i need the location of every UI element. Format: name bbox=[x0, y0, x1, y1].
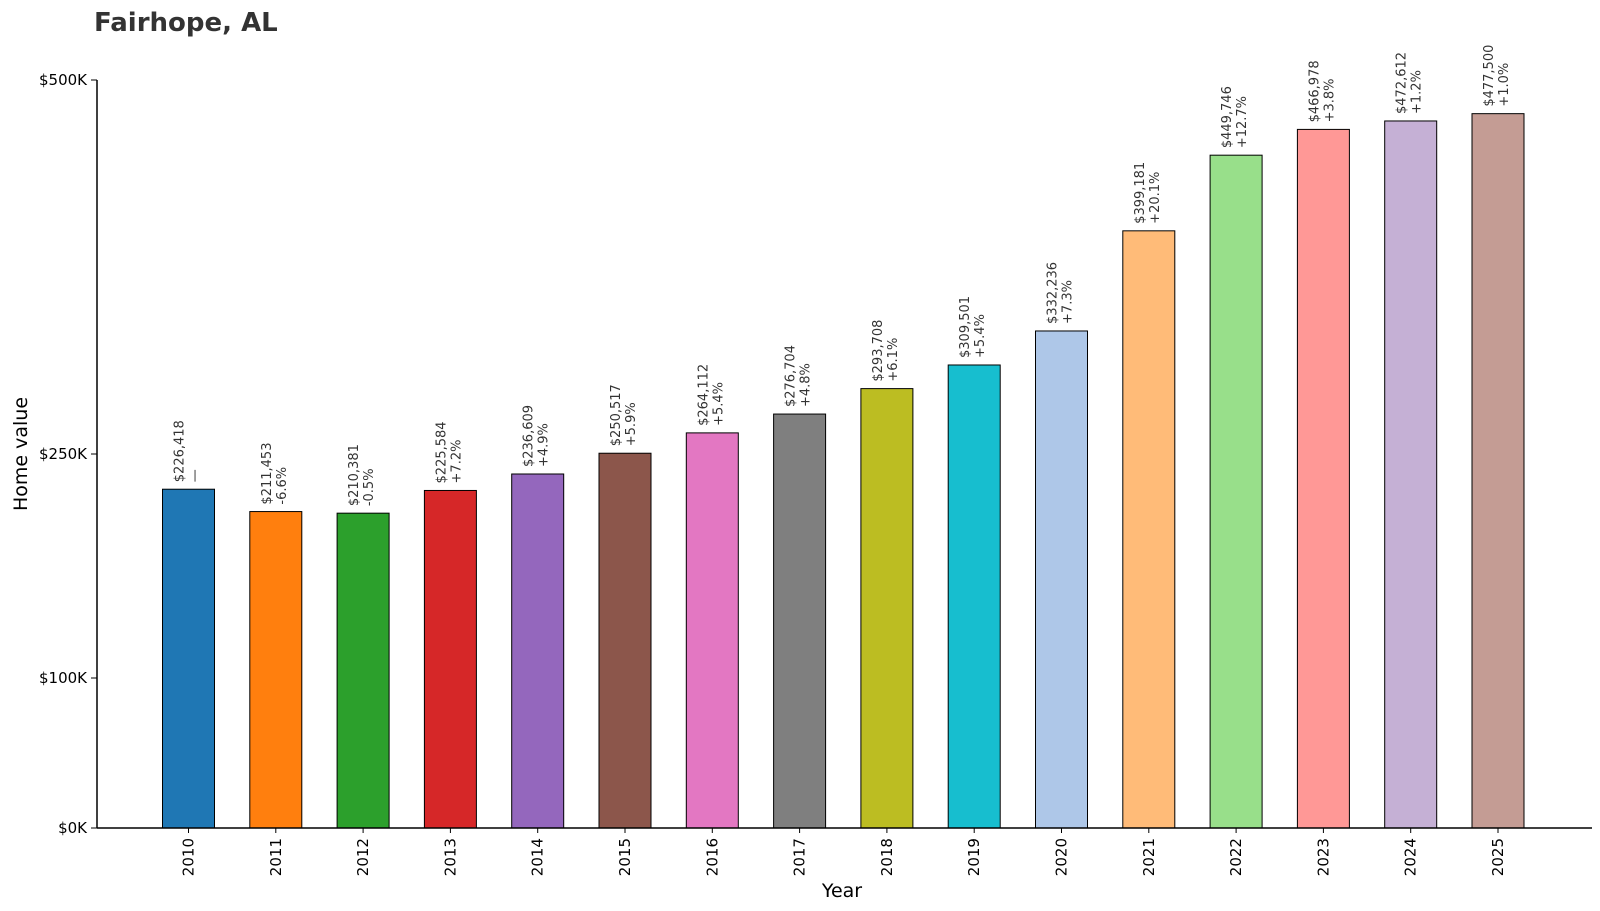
x-tick-label-2015: 2015 bbox=[616, 838, 634, 876]
value-label-2015: $250,517 bbox=[609, 384, 624, 446]
x-axis-label: Year bbox=[821, 880, 862, 902]
data-labels-group: $226,418— $211,453 -6.6% $210,381 -0.5% $225,… bbox=[173, 45, 1513, 507]
change-label-2014: +4.9% bbox=[537, 423, 552, 467]
change-label-2013: +7.2% bbox=[449, 440, 464, 484]
x-tick-label-2021: 2021 bbox=[1140, 838, 1158, 876]
value-label-2016: $264,112 bbox=[696, 364, 711, 426]
change-label-2010: — bbox=[188, 469, 203, 482]
value-label-2020: $332,236 bbox=[1046, 262, 1061, 324]
value-label-2021: $399,181 bbox=[1133, 162, 1148, 224]
bar-2018 bbox=[860, 388, 914, 829]
value-label-2018: $293,708 bbox=[871, 320, 886, 382]
change-label-2024: +1.2% bbox=[1410, 70, 1425, 114]
chart-title: Fairhope, AL bbox=[94, 8, 278, 38]
value-label-2024: $472,612 bbox=[1395, 52, 1410, 114]
y-tick-label-3: $500K bbox=[39, 71, 88, 89]
change-label-2018: +6.1% bbox=[886, 338, 901, 382]
value-label-2013: $225,584 bbox=[434, 421, 449, 483]
change-label-2012: -0.5% bbox=[362, 468, 377, 506]
x-tick-label-2022: 2022 bbox=[1227, 838, 1245, 876]
bar-2020 bbox=[1035, 330, 1088, 829]
change-label-2011: -6.6% bbox=[275, 467, 290, 505]
y-axis-label: Home value bbox=[10, 397, 32, 511]
y-tick-label-2: $250K bbox=[39, 445, 88, 463]
x-tick-label-2017: 2017 bbox=[791, 838, 809, 876]
bar-2023 bbox=[1296, 128, 1350, 829]
change-label-2019: +5.4% bbox=[973, 314, 988, 358]
bar-2016 bbox=[685, 432, 739, 829]
change-label-2022: +12.7% bbox=[1235, 96, 1250, 148]
y-tick-label-1: $100K bbox=[39, 669, 88, 687]
x-tick-label-2013: 2013 bbox=[441, 838, 459, 876]
change-label-2021: +20.1% bbox=[1148, 172, 1163, 224]
bar-2024 bbox=[1384, 120, 1438, 829]
bar-2015 bbox=[598, 452, 652, 829]
bar-2010 bbox=[162, 488, 215, 829]
x-tick-label-2016: 2016 bbox=[703, 838, 721, 876]
x-tick-label-2020: 2020 bbox=[1053, 838, 1071, 876]
value-label-2022: $449,746 bbox=[1220, 86, 1235, 148]
value-label-2012: $210,381 bbox=[347, 444, 362, 506]
x-axis: 2010 2011 2012 2013 2014 2015 2016 2017 2018 2019… bbox=[97, 827, 1592, 876]
change-label-2017: +4.8% bbox=[799, 363, 814, 407]
x-tick-label-2011: 2011 bbox=[267, 838, 285, 876]
x-tick-label-2012: 2012 bbox=[354, 838, 372, 876]
x-tick-label-2024: 2024 bbox=[1402, 838, 1420, 876]
value-label-2023: $466,978 bbox=[1307, 60, 1322, 122]
bar-2017 bbox=[773, 413, 827, 829]
y-tick-label-0: $0K bbox=[58, 819, 88, 837]
x-tick-label-2010: 2010 bbox=[180, 838, 198, 876]
bar-2011 bbox=[249, 511, 303, 829]
x-tick-label-2018: 2018 bbox=[878, 838, 896, 876]
change-label-2025: +1.0% bbox=[1497, 63, 1512, 107]
bar-2012 bbox=[336, 512, 390, 829]
x-tick-label-2025: 2025 bbox=[1489, 838, 1507, 876]
value-label-2025: $477,500 bbox=[1482, 45, 1497, 107]
value-label-2011: $211,453 bbox=[260, 443, 275, 505]
value-label-2010: $226,418 bbox=[173, 420, 188, 482]
bar-2025 bbox=[1471, 113, 1525, 829]
y-axis: $0K $100K $250K $500K bbox=[39, 71, 98, 837]
bar-2014 bbox=[511, 473, 565, 829]
value-label-2017: $276,704 bbox=[784, 345, 799, 407]
x-tick-label-2023: 2023 bbox=[1314, 838, 1332, 876]
change-label-2015: +5.9% bbox=[624, 402, 639, 446]
value-label-2019: $309,501 bbox=[958, 296, 973, 358]
bars-group bbox=[162, 113, 1525, 829]
bar-2022 bbox=[1209, 154, 1263, 829]
change-label-2023: +3.8% bbox=[1322, 78, 1337, 122]
change-label-2020: +7.3% bbox=[1061, 280, 1076, 324]
x-tick-label-2014: 2014 bbox=[529, 838, 547, 876]
change-label-2016: +5.4% bbox=[711, 382, 726, 426]
x-tick-label-2019: 2019 bbox=[965, 838, 983, 876]
bar-2021 bbox=[1122, 230, 1176, 829]
bar-2019 bbox=[947, 364, 1001, 829]
value-label-2014: $236,609 bbox=[522, 405, 537, 467]
bar-2013 bbox=[423, 489, 477, 829]
